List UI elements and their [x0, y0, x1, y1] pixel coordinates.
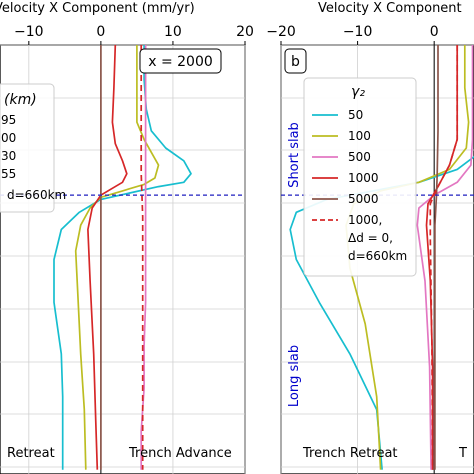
panel-b-x-axis-label: Velocity X Component: [318, 1, 462, 16]
panel-b-legend-entry-multiline: 1000, Δd = 0, d=660km: [348, 213, 407, 263]
panel-b-label-frame: [284, 48, 307, 74]
panel-b-legend-entry-line: 1000,: [348, 213, 382, 227]
x-tick-label: −10: [14, 24, 44, 40]
panel-b-panel-label: b: [291, 54, 300, 70]
panel-a-legend-entry: 00: [1, 131, 16, 145]
panel-a-legend-entry: 55: [1, 167, 16, 181]
panel-a-legend-entry: 95: [1, 113, 16, 127]
x-tick-label: −10: [343, 24, 373, 40]
panel-a-bottom-left-label: Retreat: [7, 446, 55, 461]
panel-b-legend-entry-line: Δd = 0,: [348, 231, 393, 245]
panel-b-legend-entry: 50: [348, 108, 363, 122]
series-line-1: [53, 45, 192, 470]
panel-a-x-ticks: −10 0 10 20: [14, 24, 254, 45]
panel-b-x-ticks: −20 −10 0: [266, 24, 439, 45]
panel-a-legend-frame: [0, 83, 55, 213]
panel-a-annotation: x = 2000: [148, 54, 213, 70]
panel-b-legend-entry: 5000: [348, 192, 379, 206]
x-tick-label: 0: [430, 24, 439, 40]
panel-b-legend-entry: 100: [348, 129, 371, 143]
panel-b-long-slab-label: Long slab: [287, 345, 302, 407]
panel-b-bottom-left-label: Trench Retreat: [302, 446, 398, 461]
panel-b-label-box: b: [284, 48, 307, 74]
panel-b-legend-title: γ₂: [351, 84, 365, 100]
panel-b-legend-entry: 500: [348, 150, 371, 164]
panel-b-legend: γ₂ 50 100 500 1000 5000 1000, Δd = 0, d=…: [303, 77, 417, 277]
panel-a-annotation-frame: [139, 48, 222, 74]
x-tick-label: 10: [164, 24, 182, 40]
panel-a-legend: (km) 95 00 30 55 d=660km: [0, 83, 66, 213]
x-tick-label: 0: [96, 24, 105, 40]
panel-b-legend-swatches: [312, 114, 338, 221]
panel-b-legend-frame: [303, 77, 417, 277]
panel-a-x-axis-label: Velocity X Component (mm/yr): [0, 1, 195, 16]
panel-b-legend-entry: 1000: [348, 171, 379, 185]
panel-b-legend-entry-line: d=660km: [348, 249, 407, 263]
series-line-2: [74, 45, 160, 470]
panel-a-bottom-right-label: Trench Advance: [128, 446, 232, 461]
panel-a-legend-entry: 30: [1, 149, 16, 163]
x-tick-label: 20: [236, 24, 254, 40]
panel-a-legend-title: (km): [4, 92, 37, 108]
series-line-3: [87, 44, 128, 470]
panel-a-series-group: [53, 44, 192, 470]
panel-a-legend-entry: d=660km: [7, 188, 66, 202]
x-tick-label: −20: [266, 24, 296, 40]
panel-b-short-slab-label: Short slab: [287, 122, 302, 188]
series-line-6: [140, 45, 144, 470]
panel-a: −10 0 10 20 Velocity X Component (mm/yr) x …: [0, 1, 254, 474]
panel-b-bottom-right-label: T: [458, 446, 467, 461]
series-line-6: [429, 45, 459, 470]
panel-a-annotation-box: x = 2000: [139, 48, 222, 74]
panel-b: −20 −10 0 Velocity X Component b Short sla…: [266, 1, 474, 474]
